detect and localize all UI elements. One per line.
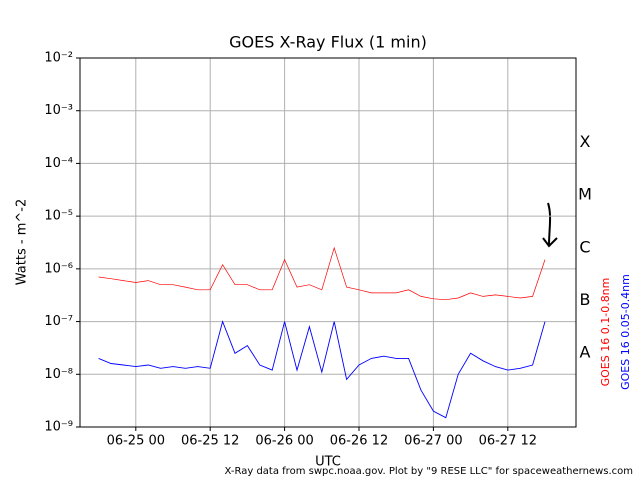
legend-label: GOES 16 0.05-0.4nm	[619, 274, 632, 390]
y-tick-label: 10⁻⁷	[44, 314, 73, 329]
x-tick-label: 06-27 12	[479, 434, 537, 449]
y-tick-label: 10⁻⁹	[44, 420, 73, 435]
x-tick-label: 06-27 00	[404, 434, 462, 449]
series-line	[98, 246, 546, 301]
y-tick-label: 10⁻⁶	[44, 261, 73, 276]
y-tick-label: 10⁻³	[44, 103, 73, 118]
y-tick-label: 10⁻⁵	[44, 209, 73, 224]
flare-class-label: C	[579, 237, 590, 256]
y-axis-label: Watts - m^-2	[15, 199, 30, 285]
chart-title: GOES X-Ray Flux (1 min)	[229, 33, 427, 52]
flare-class-label: X	[580, 132, 591, 151]
x-tick-label: 06-25 12	[181, 434, 239, 449]
x-tick-label: 06-25 00	[107, 434, 165, 449]
flare-class-label: A	[580, 343, 591, 362]
x-tick-label: 06-26 00	[255, 434, 313, 449]
y-tick-label: 10⁻²	[44, 51, 73, 66]
arrow	[542, 202, 558, 248]
x-tick-label: 06-26 12	[330, 434, 388, 449]
y-tick-label: 10⁻⁸	[44, 367, 73, 382]
flare-class-label: M	[578, 185, 592, 204]
x-axis-label: UTC	[315, 455, 341, 470]
flare-class-label: B	[580, 290, 591, 309]
series-line	[98, 320, 546, 419]
footer: X-Ray data from swpc.noaa.gov. Plot by "…	[225, 466, 633, 477]
y-tick-label: 10⁻⁴	[44, 156, 73, 171]
legend-label: GOES 16 0.1-0.8nm	[599, 278, 612, 387]
plot-frame	[79, 57, 577, 428]
